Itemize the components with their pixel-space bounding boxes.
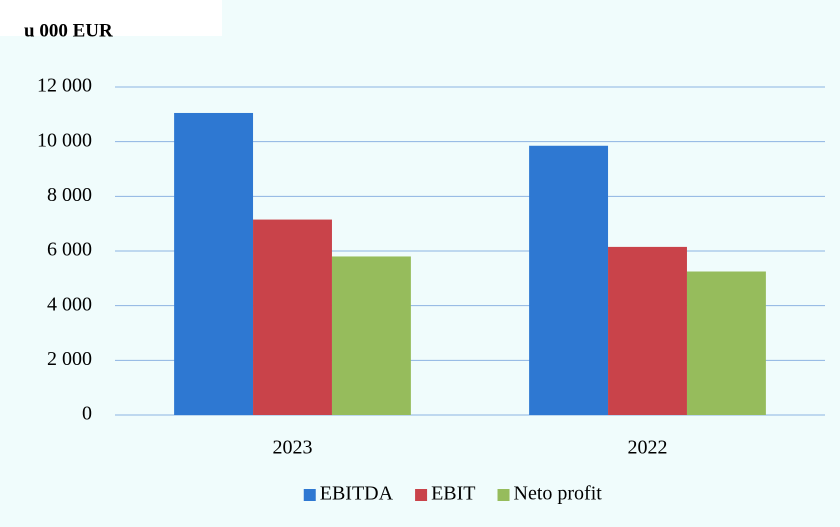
y-tick-label: 4 000 (47, 293, 92, 315)
x-tick-label: 2023 (273, 437, 313, 459)
bar (253, 219, 332, 415)
y-tick-label: 6 000 (47, 239, 92, 261)
y-tick-label: 10 000 (37, 129, 92, 151)
bar (529, 145, 609, 415)
chart-title: u 000 EUR (24, 20, 113, 41)
bar (174, 112, 254, 415)
bar (608, 246, 687, 415)
legend-swatch (497, 489, 510, 501)
bar (331, 256, 411, 415)
legend-swatch (415, 489, 428, 501)
y-tick-label: 0 (82, 403, 92, 425)
legend-swatch (303, 489, 316, 501)
y-tick-label: 2 000 (47, 348, 92, 370)
legend-label: Neto profit (514, 483, 603, 505)
legend-label: EBIT (431, 483, 475, 505)
bar (686, 271, 766, 415)
legend-label: EBITDA (320, 483, 394, 505)
y-tick-label: 8 000 (47, 184, 92, 206)
title-box (0, 0, 222, 36)
x-tick-label: 2022 (628, 437, 668, 459)
y-tick-label: 12 000 (37, 75, 92, 97)
